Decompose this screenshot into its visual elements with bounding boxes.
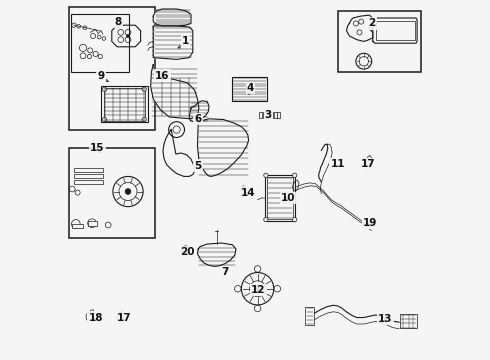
Polygon shape — [293, 180, 299, 191]
Circle shape — [264, 217, 268, 222]
Circle shape — [113, 176, 143, 207]
Circle shape — [254, 285, 261, 292]
Bar — [268, 177, 293, 219]
Bar — [74, 168, 103, 172]
Bar — [103, 88, 145, 121]
Text: 4: 4 — [246, 83, 254, 93]
Bar — [305, 307, 315, 325]
Text: 2: 2 — [368, 18, 376, 28]
Text: 16: 16 — [155, 71, 170, 81]
Polygon shape — [116, 311, 123, 320]
Text: 5: 5 — [195, 161, 202, 171]
Bar — [267, 112, 270, 118]
Text: 7: 7 — [221, 267, 229, 277]
Polygon shape — [189, 101, 209, 122]
Text: 6: 6 — [195, 114, 202, 124]
Bar — [265, 175, 295, 221]
Bar — [101, 86, 148, 122]
Text: 17: 17 — [361, 159, 376, 169]
Text: 11: 11 — [331, 159, 345, 169]
Circle shape — [250, 281, 266, 297]
Bar — [69, 7, 155, 130]
Circle shape — [159, 73, 164, 78]
Circle shape — [126, 35, 129, 37]
Polygon shape — [86, 310, 95, 321]
Bar — [74, 180, 103, 184]
Text: 10: 10 — [281, 193, 295, 203]
Bar — [400, 314, 417, 328]
Polygon shape — [197, 119, 248, 176]
Polygon shape — [151, 65, 199, 119]
Bar — [277, 112, 280, 118]
Circle shape — [173, 126, 180, 133]
Circle shape — [169, 122, 185, 138]
Circle shape — [142, 87, 147, 91]
Bar — [259, 112, 262, 118]
Bar — [263, 112, 266, 118]
Circle shape — [254, 266, 261, 272]
Polygon shape — [163, 130, 195, 176]
Text: 15: 15 — [90, 143, 105, 153]
Text: 20: 20 — [180, 247, 195, 257]
Circle shape — [359, 57, 368, 66]
Text: 1: 1 — [182, 36, 189, 46]
Text: 9: 9 — [98, 71, 104, 81]
Polygon shape — [153, 9, 191, 26]
Bar — [74, 174, 103, 178]
Text: 3: 3 — [265, 110, 272, 120]
Circle shape — [356, 53, 372, 69]
Circle shape — [264, 173, 268, 177]
Bar — [69, 148, 155, 238]
Circle shape — [274, 285, 281, 292]
Circle shape — [241, 186, 245, 191]
Circle shape — [102, 117, 107, 122]
Polygon shape — [112, 25, 141, 47]
Circle shape — [293, 217, 297, 222]
Polygon shape — [197, 243, 236, 266]
Circle shape — [242, 273, 274, 305]
Polygon shape — [346, 15, 373, 41]
Bar — [338, 11, 421, 72]
Text: 19: 19 — [363, 218, 377, 228]
Polygon shape — [153, 26, 193, 59]
Circle shape — [293, 173, 297, 177]
Circle shape — [102, 87, 107, 91]
Circle shape — [142, 117, 147, 122]
Bar — [270, 112, 273, 118]
Bar — [183, 247, 188, 253]
Bar — [72, 14, 129, 72]
Text: 18: 18 — [88, 312, 103, 323]
Polygon shape — [366, 156, 372, 168]
Text: 12: 12 — [251, 285, 266, 295]
Text: 14: 14 — [241, 188, 255, 198]
Bar — [88, 221, 97, 226]
Bar — [72, 224, 83, 228]
Bar — [274, 112, 277, 118]
Circle shape — [254, 305, 261, 312]
Circle shape — [119, 183, 137, 201]
Circle shape — [181, 246, 190, 255]
Circle shape — [125, 189, 131, 194]
Circle shape — [235, 285, 241, 292]
Bar — [232, 77, 267, 101]
Text: 13: 13 — [378, 314, 392, 324]
Polygon shape — [373, 18, 417, 43]
Text: 17: 17 — [116, 312, 131, 323]
Text: 8: 8 — [115, 17, 122, 27]
Bar — [376, 21, 415, 40]
